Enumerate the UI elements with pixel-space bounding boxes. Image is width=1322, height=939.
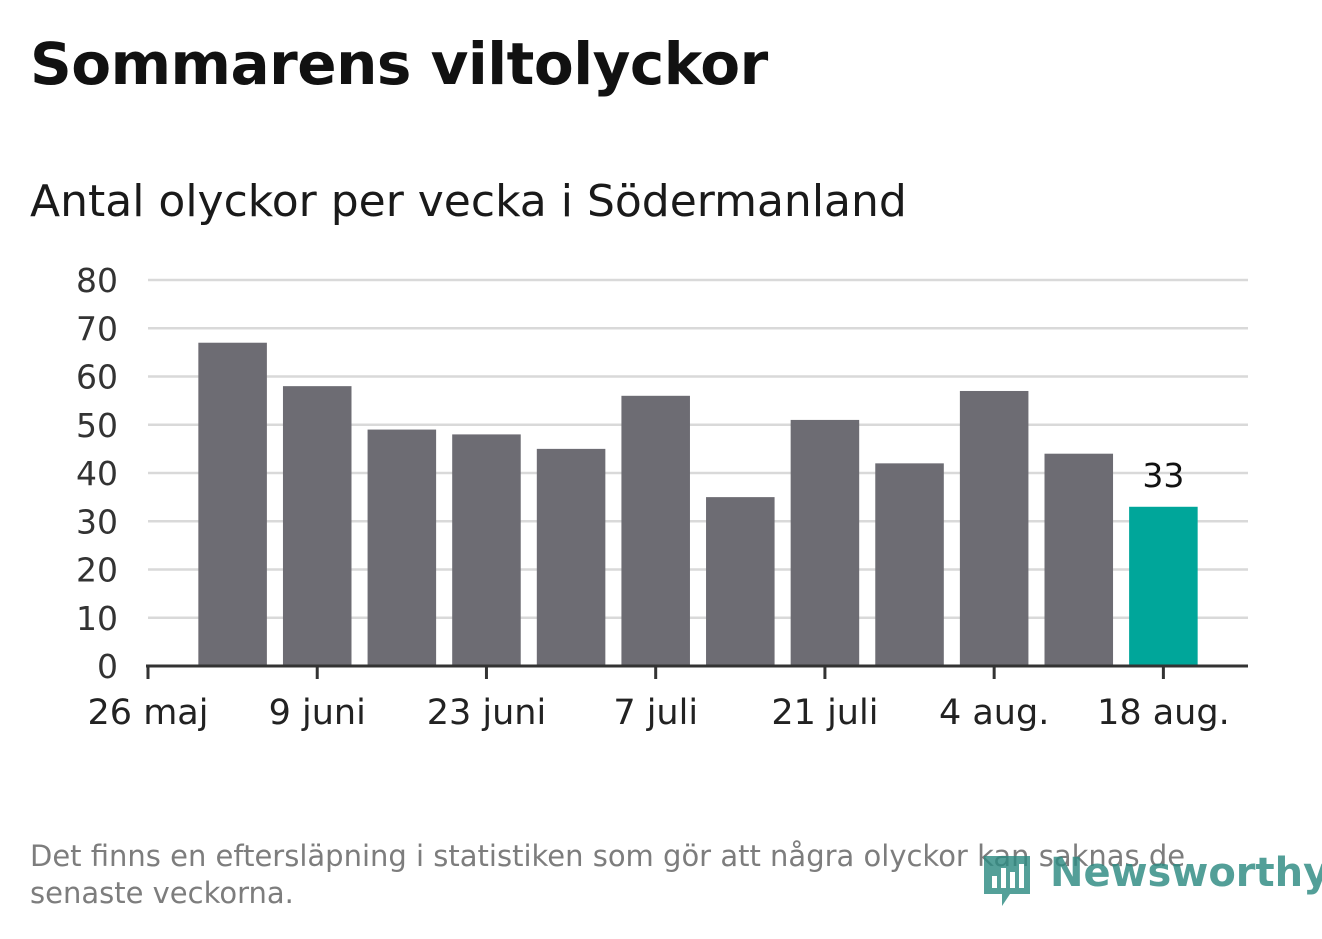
x-tick-label: 4 aug.: [939, 693, 1049, 733]
x-tick-label: 9 juni: [269, 693, 366, 733]
y-tick-label: 70: [76, 309, 118, 348]
bar: [621, 395, 690, 666]
bar: [790, 419, 860, 666]
bar-chart: 0 10 20 30 40 50 60 70 80 33 26 maj 9 juni 23 juni…: [76, 261, 1248, 733]
y-tick-label: 10: [76, 599, 118, 638]
y-tick-label: 60: [76, 358, 118, 397]
x-tick-label: 7 juli: [613, 693, 698, 733]
y-tick-label: 40: [76, 454, 118, 493]
data-labels: 33: [1142, 456, 1184, 495]
y-axis-ticks: 0 10 20 30 40 50 60 70 80: [76, 261, 118, 686]
bars: [198, 342, 1198, 666]
x-axis-ticks: 26 maj 9 juni 23 juni 7 juli 21 juli 4 aug. 18…: [88, 693, 1230, 733]
logo-text: Newsworthy: [1050, 850, 1322, 896]
bar: [536, 448, 606, 666]
newsworthy-logo: Newsworthy: [980, 848, 1322, 912]
x-tick-label: 23 juni: [427, 693, 546, 733]
bar: [706, 497, 775, 666]
chart-subtitle: Antal olyckor per vecka i Södermanland: [30, 176, 907, 227]
x-tick-label: 18 aug.: [1097, 693, 1230, 733]
chart-title: Sommarens viltolyckor: [30, 30, 768, 98]
y-tick-label: 80: [76, 261, 118, 300]
y-tick-label: 30: [76, 502, 118, 541]
y-tick-label: 50: [76, 406, 118, 445]
y-tick-label: 20: [76, 551, 118, 590]
bar: [282, 386, 352, 666]
y-tick-label: 0: [97, 647, 118, 686]
bar: [198, 342, 267, 666]
bar: [452, 434, 521, 666]
bar: [1044, 453, 1114, 666]
x-axis: [146, 664, 1248, 679]
bar-chart-pin-icon: [984, 856, 1030, 906]
bar: [367, 429, 437, 666]
x-tick-label: 21 juli: [771, 693, 878, 733]
bar: [959, 390, 1029, 666]
bar: [1129, 506, 1198, 666]
data-label: 33: [1142, 456, 1184, 495]
x-tick-label: 26 maj: [88, 693, 209, 733]
bar: [875, 463, 944, 666]
